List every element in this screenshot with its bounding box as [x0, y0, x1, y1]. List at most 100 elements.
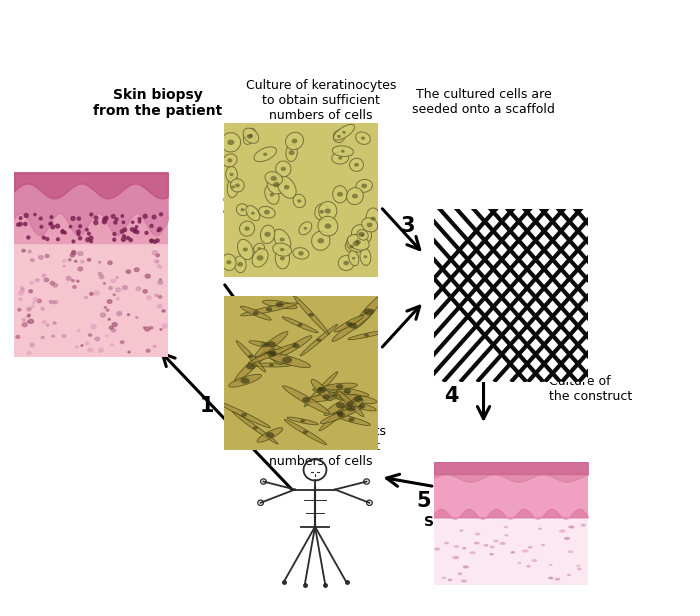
Ellipse shape: [221, 254, 236, 270]
Ellipse shape: [228, 177, 239, 198]
Ellipse shape: [254, 147, 276, 161]
Ellipse shape: [61, 230, 64, 233]
Ellipse shape: [24, 222, 27, 225]
Ellipse shape: [150, 239, 153, 242]
Ellipse shape: [27, 307, 31, 311]
Ellipse shape: [532, 560, 537, 561]
Ellipse shape: [121, 215, 124, 217]
Ellipse shape: [270, 352, 275, 355]
Ellipse shape: [153, 240, 156, 243]
Ellipse shape: [361, 137, 365, 140]
Ellipse shape: [70, 254, 75, 257]
Ellipse shape: [366, 208, 380, 229]
Ellipse shape: [104, 216, 108, 220]
Ellipse shape: [104, 283, 106, 284]
Text: Culture of
the construct: Culture of the construct: [549, 375, 632, 403]
Ellipse shape: [78, 267, 83, 271]
Ellipse shape: [122, 238, 125, 241]
Ellipse shape: [337, 412, 345, 418]
Ellipse shape: [85, 296, 88, 299]
Ellipse shape: [138, 217, 141, 221]
Ellipse shape: [111, 279, 116, 283]
Ellipse shape: [568, 551, 573, 553]
Ellipse shape: [101, 313, 106, 317]
Ellipse shape: [311, 379, 332, 400]
Ellipse shape: [136, 230, 139, 233]
Ellipse shape: [257, 255, 263, 261]
Ellipse shape: [32, 306, 34, 307]
Ellipse shape: [77, 280, 79, 282]
Ellipse shape: [160, 329, 162, 330]
Ellipse shape: [262, 343, 269, 347]
Ellipse shape: [236, 341, 265, 372]
Ellipse shape: [253, 426, 258, 429]
Ellipse shape: [542, 545, 545, 546]
Ellipse shape: [229, 375, 262, 387]
Ellipse shape: [104, 307, 106, 309]
Ellipse shape: [106, 335, 108, 337]
Ellipse shape: [287, 417, 318, 425]
Ellipse shape: [46, 324, 49, 326]
Text: Skin substitute: Skin substitute: [424, 515, 542, 529]
Ellipse shape: [19, 298, 22, 301]
Text: Culture of fibroblasts
to obtain sufficient
numbers of cells: Culture of fibroblasts to obtain suffici…: [256, 425, 386, 468]
Ellipse shape: [273, 243, 292, 256]
Ellipse shape: [108, 286, 113, 290]
Ellipse shape: [582, 524, 585, 526]
Ellipse shape: [106, 309, 108, 311]
Ellipse shape: [146, 349, 150, 352]
Ellipse shape: [111, 214, 115, 218]
Ellipse shape: [253, 243, 265, 254]
Ellipse shape: [346, 235, 365, 252]
Ellipse shape: [361, 184, 367, 188]
Ellipse shape: [134, 228, 136, 230]
Ellipse shape: [50, 282, 55, 285]
Ellipse shape: [276, 161, 291, 177]
Ellipse shape: [147, 296, 151, 299]
Ellipse shape: [339, 399, 363, 417]
Ellipse shape: [241, 208, 244, 211]
Ellipse shape: [267, 341, 276, 347]
Ellipse shape: [448, 579, 452, 580]
Ellipse shape: [95, 337, 99, 341]
Ellipse shape: [85, 229, 88, 231]
Ellipse shape: [122, 235, 125, 238]
Ellipse shape: [76, 346, 78, 348]
Ellipse shape: [318, 387, 323, 391]
Ellipse shape: [62, 230, 64, 232]
Ellipse shape: [349, 323, 357, 328]
Ellipse shape: [62, 334, 66, 338]
Ellipse shape: [103, 217, 107, 221]
Ellipse shape: [348, 331, 385, 339]
Ellipse shape: [241, 413, 247, 417]
Ellipse shape: [511, 552, 514, 553]
Ellipse shape: [34, 213, 36, 216]
Ellipse shape: [107, 299, 112, 303]
Ellipse shape: [317, 238, 324, 243]
Ellipse shape: [221, 132, 241, 152]
Ellipse shape: [288, 150, 295, 155]
Ellipse shape: [332, 413, 370, 426]
Ellipse shape: [69, 225, 72, 228]
Ellipse shape: [154, 259, 158, 262]
Ellipse shape: [88, 348, 92, 352]
Ellipse shape: [298, 251, 304, 256]
Ellipse shape: [122, 286, 127, 290]
Ellipse shape: [500, 543, 505, 545]
Ellipse shape: [218, 402, 270, 428]
Ellipse shape: [360, 248, 371, 265]
Ellipse shape: [265, 232, 271, 237]
Ellipse shape: [120, 341, 124, 343]
Text: The cultured cells are
seeded onto a scaffold: The cultured cells are seeded onto a sca…: [412, 88, 555, 116]
Ellipse shape: [358, 404, 365, 408]
Ellipse shape: [85, 342, 89, 345]
Ellipse shape: [475, 533, 480, 535]
Ellipse shape: [282, 317, 318, 333]
Ellipse shape: [351, 225, 372, 244]
Ellipse shape: [354, 396, 363, 402]
Ellipse shape: [27, 321, 29, 323]
Ellipse shape: [28, 250, 32, 253]
Bar: [14, 172, 168, 243]
Ellipse shape: [27, 315, 29, 317]
Ellipse shape: [460, 530, 463, 531]
